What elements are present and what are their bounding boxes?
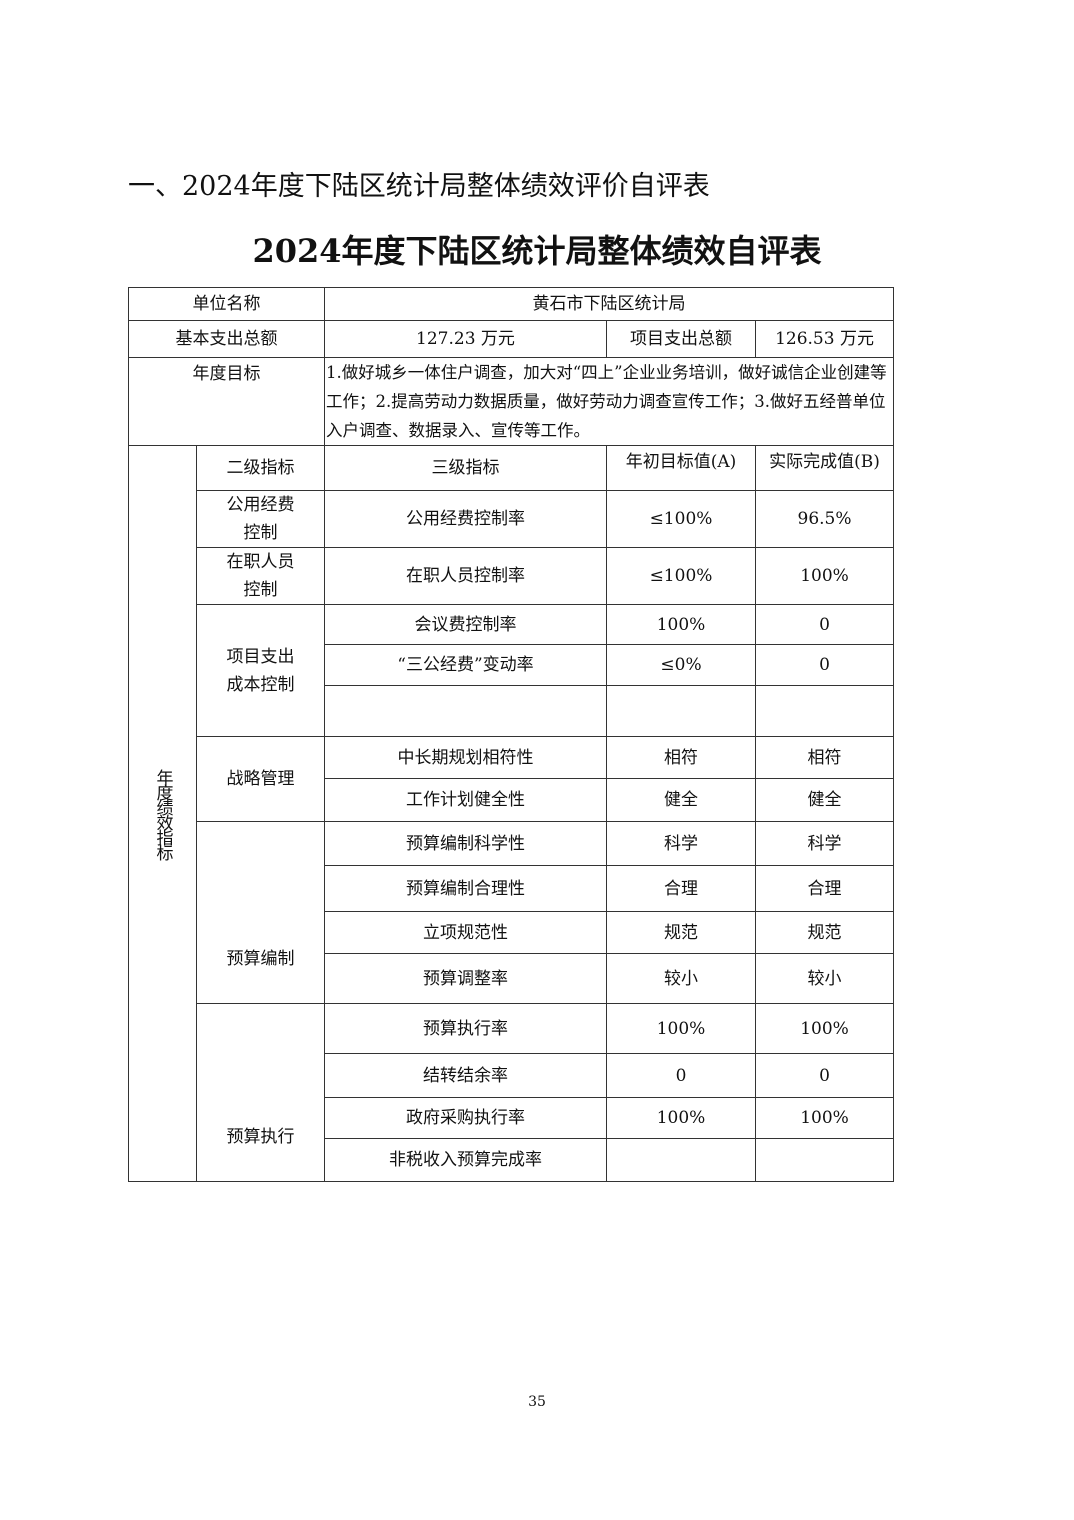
header-target: 年初目标值(A): [606, 445, 756, 491]
actual-value: 100%: [754, 1097, 895, 1139]
actual-value: 相符: [754, 736, 895, 779]
level3-indicator: 工作计划健全性: [324, 778, 607, 822]
target-value: 健全: [606, 778, 756, 822]
goal-row: 年度目标 1.做好城乡一体住户调查，加大对“四上”企业业务培训，做好诚信企业创建…: [128, 357, 895, 446]
document-title: 2024年度下陆区统计局整体绩效自评表: [252, 232, 822, 270]
actual-value: 96.5%: [754, 490, 895, 548]
level3-indicator: 会议费控制率: [324, 604, 607, 645]
level3-indicator: 预算执行率: [324, 1003, 607, 1054]
indicator-row: 项目支出 成本控制 会议费控制率 100% 0: [129, 604, 895, 737]
project-expenditure-label: 项目支出总额: [606, 320, 756, 358]
level3-indicator: 预算编制科学性: [324, 821, 607, 866]
level2-indicator: 公用经费 控制: [196, 490, 325, 548]
indicator-label: 年度绩效指标: [128, 445, 197, 1182]
indicator-row: 在职人员 控制 在职人员控制率 ≤100% 100%: [129, 547, 895, 605]
level3-indicator: 公用经费控制率: [324, 490, 607, 548]
indicator-header-row: 年度绩效指标 二级指标 三级指标 年初目标值(A) 实际完成值(B): [128, 445, 895, 1182]
unit-row: 单位名称 黄石市下陆区统计局: [128, 287, 895, 321]
level3-indicator: 预算编制合理性: [324, 865, 607, 912]
actual-value: 科学: [754, 821, 895, 866]
expenditure-row: 基本支出总额 127.23 万元 项目支出总额 126.53 万元: [128, 320, 895, 358]
target-value: [606, 685, 756, 737]
level3-indicator: 结转结余率: [324, 1053, 607, 1098]
section-heading: 一、2024年度下陆区统计局整体绩效评价自评表: [128, 171, 710, 202]
target-value: 100%: [606, 1003, 756, 1054]
actual-value: 100%: [754, 547, 895, 605]
actual-value: 0: [754, 604, 895, 645]
target-value: 科学: [606, 821, 756, 866]
actual-value: [754, 685, 895, 737]
indicator-row: 预算编制合理性 合理 合理: [129, 865, 895, 912]
target-value: ≤100%: [606, 547, 756, 605]
target-value: ≤0%: [606, 644, 756, 686]
actual-value: 100%: [754, 1003, 895, 1054]
level2-indicator: 预算执行: [196, 1003, 325, 1182]
level2-indicator: 项目支出 成本控制: [196, 604, 325, 737]
indicator-row: 预算调整率 较小 较小: [129, 953, 895, 1004]
actual-value: 合理: [754, 865, 895, 912]
self-evaluation-table: 单位名称 黄石市下陆区统计局 基本支出总额 127.23 万元 项目支出总额 1…: [128, 287, 895, 1182]
indicator-row: 预算编制 预算编制科学性 科学 科学: [129, 821, 895, 1004]
basic-expenditure-label: 基本支出总额: [128, 320, 325, 358]
level3-indicator: [324, 685, 607, 737]
indicator-row: 公用经费 控制 公用经费控制率 ≤100% 96.5%: [129, 490, 895, 548]
unit-label: 单位名称: [128, 287, 325, 321]
page-number: 35: [528, 1394, 546, 1410]
header-level2: 二级指标: [196, 445, 325, 491]
indicator-row: “三公经费”变动率 ≤0% 0: [129, 644, 895, 686]
level3-indicator: 非税收入预算完成率: [324, 1138, 607, 1182]
actual-value: 0: [754, 1053, 895, 1098]
project-expenditure-value: 126.53 万元: [754, 320, 895, 358]
unit-value: 黄石市下陆区统计局: [323, 287, 895, 321]
target-value: 100%: [606, 1097, 756, 1139]
indicator-row: 立项规范性 规范 规范: [129, 911, 895, 954]
level2-indicator: 战略管理: [196, 736, 325, 822]
level3-indicator: 预算调整率: [324, 953, 607, 1004]
target-value: 较小: [606, 953, 756, 1004]
actual-value: 0: [754, 644, 895, 686]
header-level3: 三级指标: [324, 445, 607, 491]
target-value: 规范: [606, 911, 756, 954]
target-value: 合理: [606, 865, 756, 912]
actual-value: 健全: [754, 778, 895, 822]
goal-label: 年度目标: [128, 357, 325, 446]
goal-text: 1.做好城乡一体住户调查，加大对“四上”企业业务培训，做好诚信企业创建等工作；2…: [323, 357, 895, 446]
level2-indicator: 在职人员 控制: [196, 547, 325, 605]
level2-indicator: 预算编制: [196, 821, 325, 1004]
indicator-row: 战略管理 中长期规划相符性 相符 相符: [129, 736, 895, 822]
target-value: [606, 1138, 756, 1182]
indicator-row: 政府采购执行率 100% 100%: [129, 1097, 895, 1139]
level3-indicator: 中长期规划相符性: [324, 736, 607, 779]
indicator-row: 非税收入预算完成率: [129, 1138, 895, 1182]
target-value: 相符: [606, 736, 756, 779]
actual-value: [754, 1138, 895, 1182]
level3-indicator: “三公经费”变动率: [324, 644, 607, 686]
actual-value: 规范: [754, 911, 895, 954]
header-actual: 实际完成值(B): [754, 445, 895, 491]
actual-value: 较小: [754, 953, 895, 1004]
indicator-row: 结转结余率 0 0: [129, 1053, 895, 1098]
basic-expenditure-value: 127.23 万元: [324, 320, 607, 358]
target-value: 0: [606, 1053, 756, 1098]
level3-indicator: 政府采购执行率: [324, 1097, 607, 1139]
target-value: ≤100%: [606, 490, 756, 548]
level3-indicator: 在职人员控制率: [324, 547, 607, 605]
indicator-row: 预算执行 预算执行率 100% 100%: [129, 1003, 895, 1182]
target-value: 100%: [606, 604, 756, 645]
level3-indicator: 立项规范性: [324, 911, 607, 954]
